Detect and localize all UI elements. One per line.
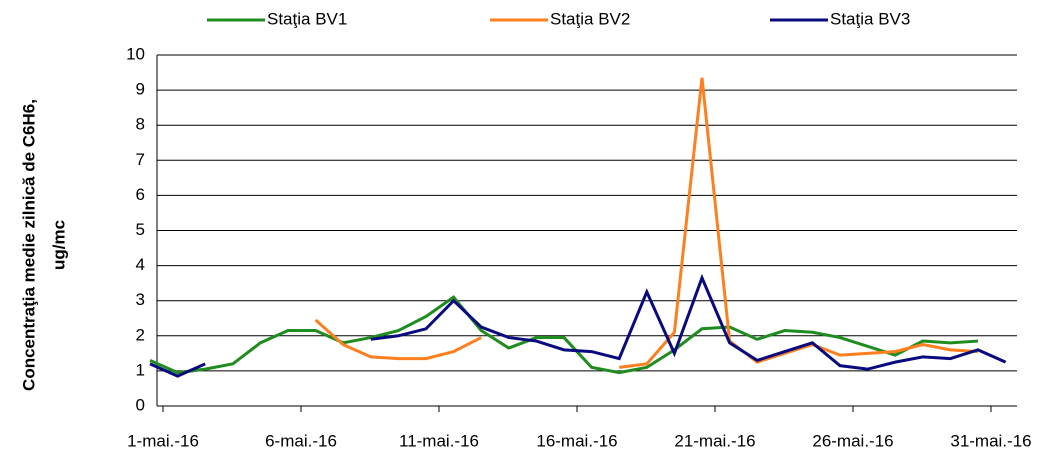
legend-label: Staţia BV3	[830, 9, 910, 28]
y-tick-label: 10	[126, 44, 145, 63]
y-tick-label: 9	[136, 80, 145, 99]
y-axis-label: ug/mc	[49, 220, 68, 270]
x-tick-label: 21-mai.-16	[674, 431, 755, 450]
y-tick-label: 3	[136, 290, 145, 309]
y-tick-label: 5	[136, 220, 145, 239]
series-line	[149, 273, 1007, 378]
y-tick-label: 8	[136, 115, 145, 134]
y-axis-label: Concentraţia medie zilnică de C6H6,	[19, 99, 38, 391]
x-tick-label: 11-mai.-16	[399, 431, 479, 450]
y-tick-label: 7	[136, 150, 145, 169]
x-tick-label: 16-mai.-16	[536, 431, 617, 450]
y-tick-label: 2	[136, 325, 145, 344]
x-tick-label: 31-mai.-16	[950, 431, 1031, 450]
x-tick-label: 6-mai.-16	[265, 431, 337, 450]
x-tick-label: 26-mai.-16	[812, 431, 893, 450]
series-line	[314, 77, 979, 369]
y-tick-label: 6	[136, 185, 145, 204]
legend-label: Staţia BV2	[550, 9, 630, 28]
y-tick-label: 0	[136, 395, 145, 414]
x-tick-label: 1-mai.-16	[127, 431, 199, 450]
y-tick-label: 1	[136, 360, 145, 379]
series-line	[149, 295, 979, 375]
y-tick-label: 4	[136, 255, 145, 274]
legend-label: Staţia BV1	[267, 9, 347, 28]
